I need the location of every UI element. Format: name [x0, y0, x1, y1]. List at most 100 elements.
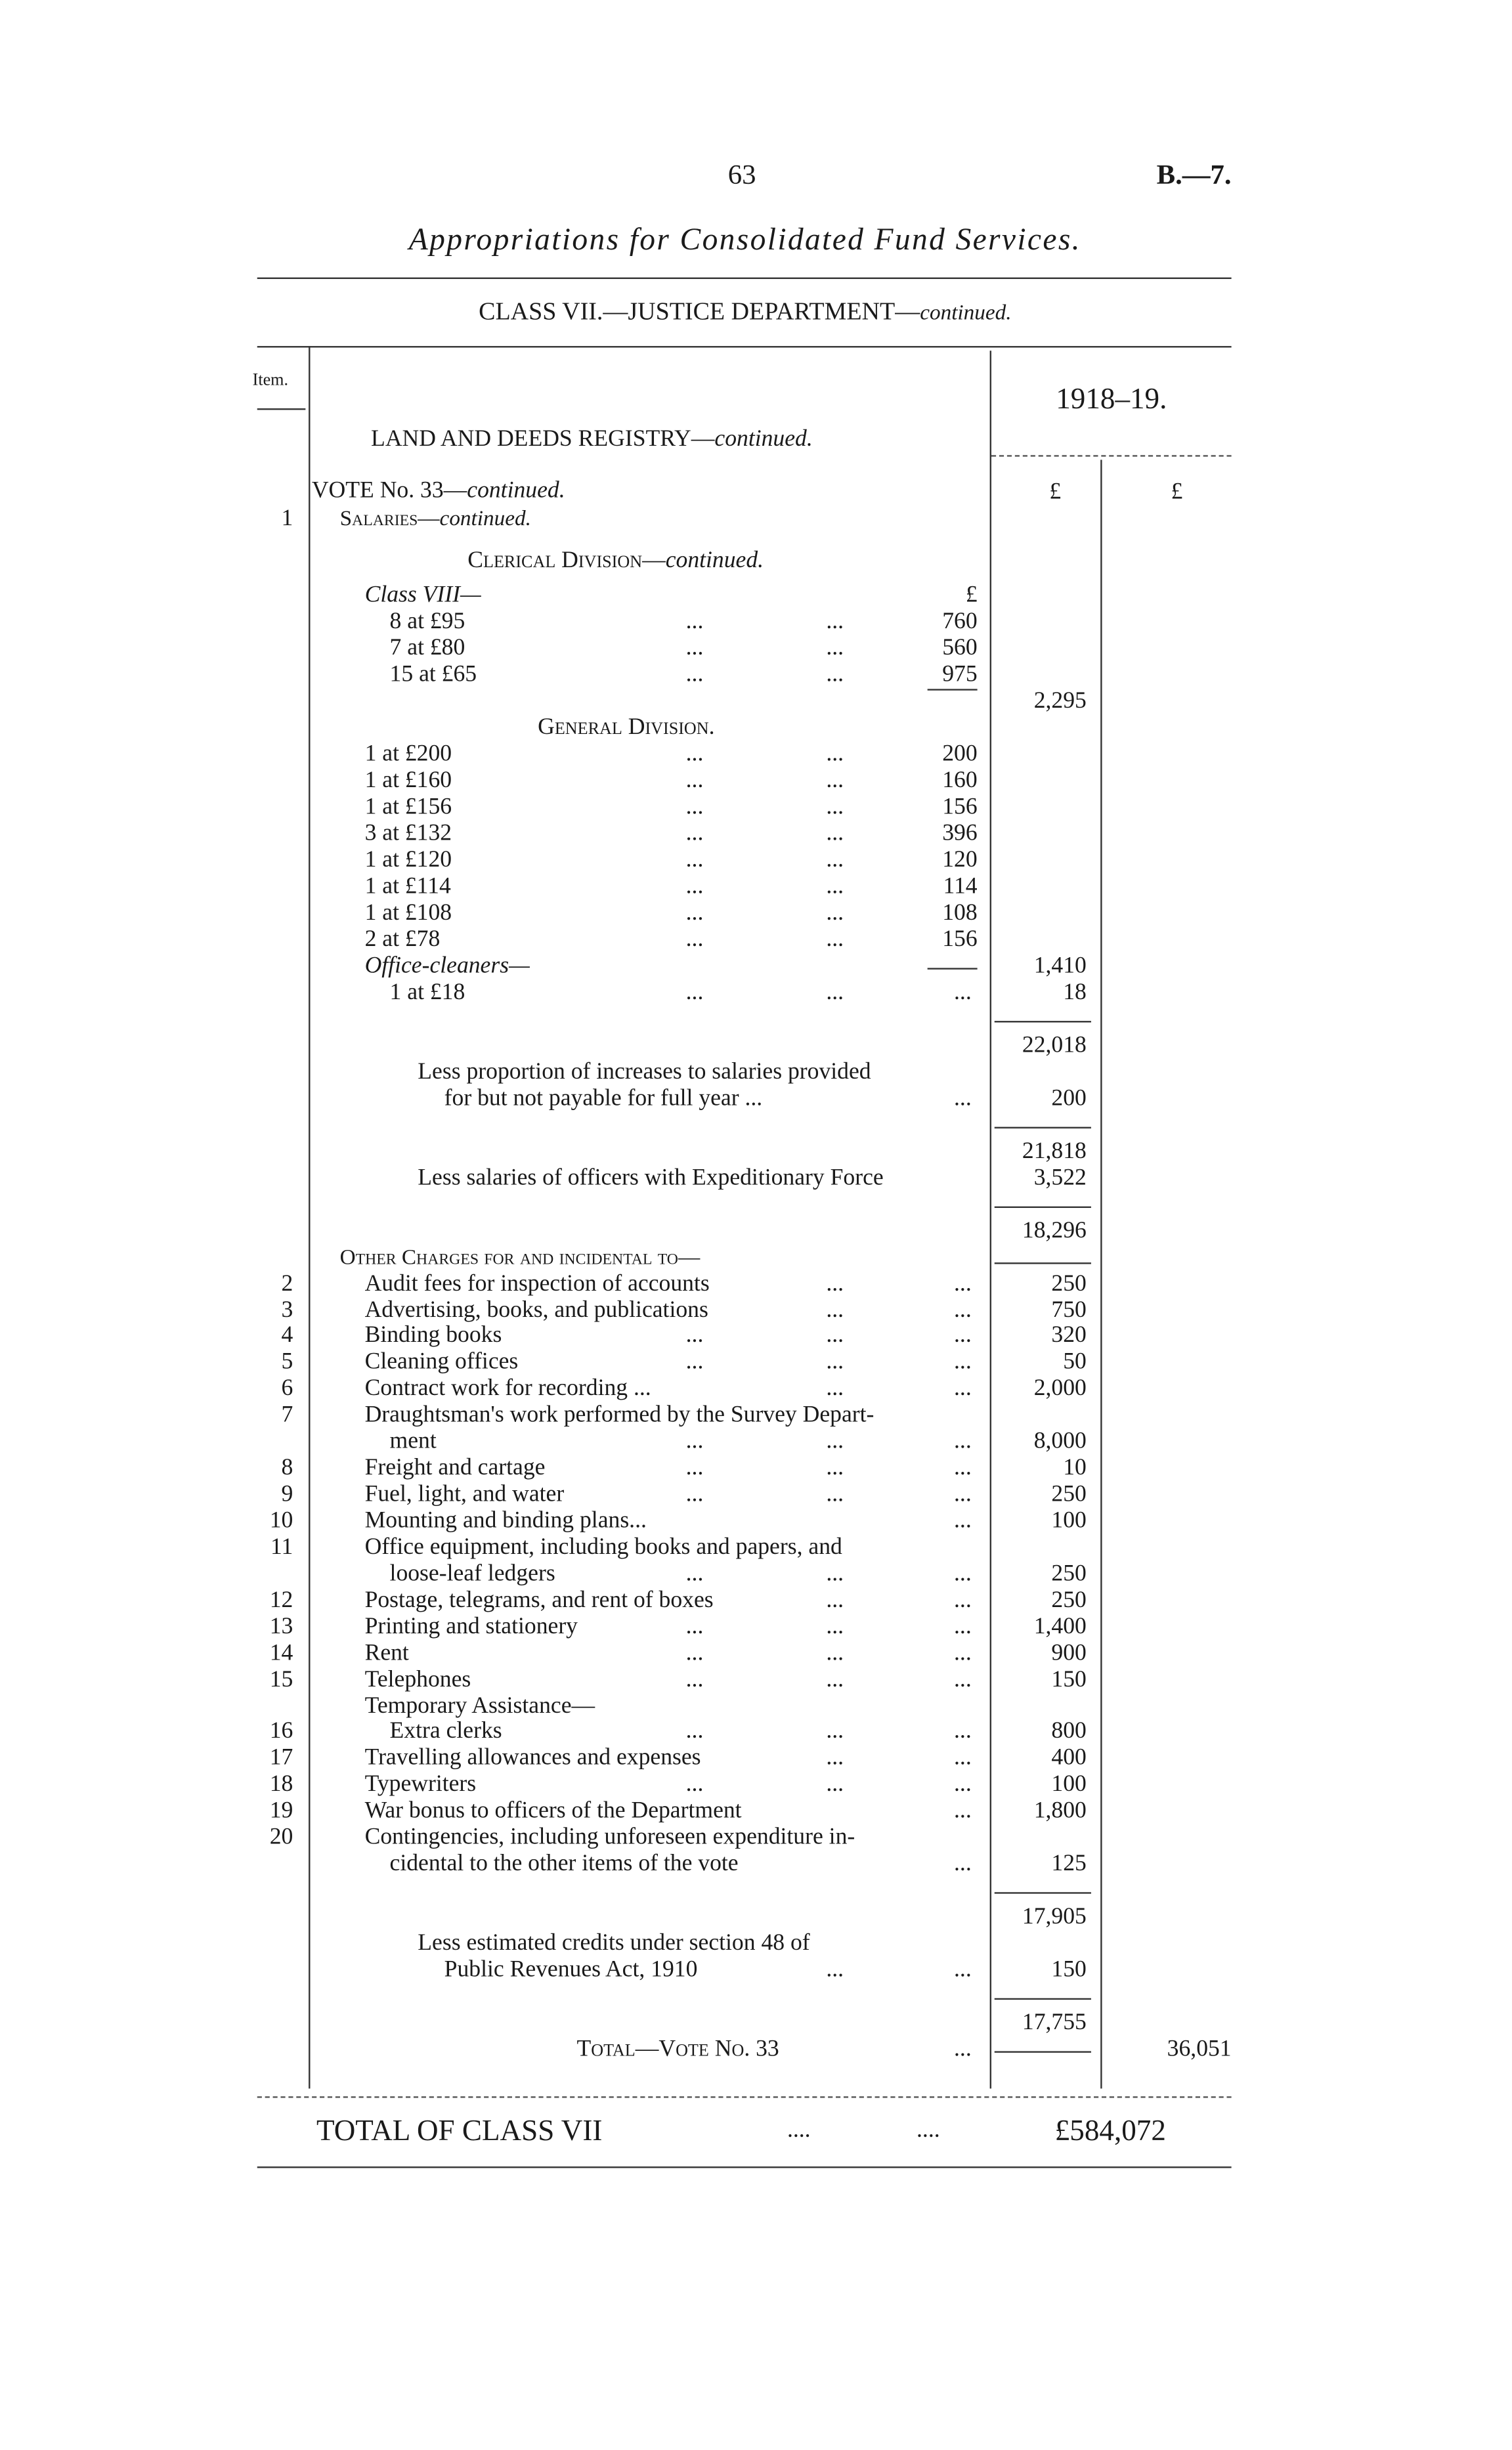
leader-dots: ...: [685, 742, 704, 767]
leader-dots: ...: [685, 662, 704, 688]
row-description: Temporary Assistance—: [364, 1694, 595, 1719]
leader-dots: ...: [685, 1614, 704, 1640]
leader-dots: ...: [685, 768, 704, 794]
sum-rule: [927, 968, 978, 970]
leader-dots: ...: [826, 609, 844, 635]
leader-dots: ...: [685, 1772, 704, 1797]
item-number: 10: [269, 1509, 293, 1534]
leader-dots: ...: [826, 1323, 844, 1348]
row-description: Draughtsman's work performed by the Surv…: [364, 1402, 875, 1428]
leader-dots: ...: [685, 794, 704, 820]
leader-dots: ...: [826, 1641, 844, 1667]
amount: 1,410: [1033, 954, 1087, 979]
item-number: 12: [269, 1588, 293, 1614]
sum-rule: [994, 1127, 1091, 1128]
row-description: VOTE No. 33—continued.: [311, 478, 565, 504]
row-description: 2 at £78: [364, 927, 441, 953]
leader-dots: ...: [954, 1667, 972, 1693]
item-number: 8: [281, 1455, 293, 1481]
row-description: Binding books: [364, 1323, 502, 1348]
amount: 320: [1051, 1323, 1087, 1348]
page-title: Appropriations for Consolidated Fund Ser…: [408, 223, 1081, 257]
amount: 18: [1063, 980, 1087, 1006]
sub-amount: £: [965, 582, 978, 608]
leader-dots: ...: [954, 1323, 972, 1348]
row-description: General Division.: [538, 715, 715, 741]
amount: 17,755: [1022, 2010, 1087, 2036]
leader-dots: ...: [685, 980, 704, 1006]
amount: 400: [1051, 1746, 1087, 1771]
amount: 125: [1051, 1851, 1087, 1877]
page-number: 63: [727, 159, 756, 190]
leader-dots: ...: [954, 1957, 972, 1983]
leader-dots: ...: [826, 821, 844, 847]
leader-dots: ...: [685, 1323, 704, 1348]
item-number: 15: [269, 1667, 293, 1693]
amount: 250: [1051, 1272, 1087, 1297]
leader-dots: ....: [787, 2118, 811, 2143]
amount: 2,295: [1033, 689, 1087, 714]
row-description: 1 at £18: [389, 980, 465, 1006]
section-heading: LAND AND DEEDS REGISTRY—continued.: [371, 427, 813, 454]
class-total-label: TOTAL OF CLASS VII: [316, 2115, 603, 2148]
amount: 8,000: [1033, 1429, 1087, 1455]
row-description: Office-cleaners—: [364, 954, 530, 979]
currency-header-1: £: [1049, 480, 1062, 505]
row-description: Audit fees for inspection of accounts: [364, 1272, 710, 1297]
amount: 3,522: [1033, 1165, 1087, 1191]
leader-dots: ...: [826, 1482, 844, 1507]
leader-dots: ...: [685, 1429, 704, 1455]
class-total-amount: £584,072: [1054, 2115, 1166, 2148]
leader-dots: ...: [685, 1350, 704, 1375]
leader-dots: ...: [954, 1455, 972, 1481]
row-description: Fuel, light, and water: [364, 1482, 565, 1507]
amount: 250: [1051, 1482, 1087, 1507]
leader-dots: ...: [685, 1719, 704, 1744]
row-description: Office equipment, including books and pa…: [364, 1535, 842, 1560]
leader-dots: ...: [826, 662, 844, 688]
item-number: 1: [281, 506, 293, 532]
row-description: Total—Vote No. 33: [576, 2037, 779, 2063]
leader-dots: ...: [685, 609, 704, 635]
amount: 800: [1051, 1719, 1087, 1744]
row-description: Contingencies, including unforeseen expe…: [364, 1825, 855, 1851]
amount: 22,018: [1022, 1033, 1087, 1059]
amount: 250: [1051, 1561, 1087, 1587]
sub-amount: 200: [942, 742, 978, 767]
leader-dots: ...: [685, 1561, 704, 1587]
divider: [257, 2096, 1232, 2098]
amount: 2,000: [1033, 1376, 1087, 1402]
row-description: Salaries—continued.: [339, 507, 531, 532]
sub-amount: 120: [942, 848, 978, 873]
amount: 200: [1051, 1086, 1087, 1111]
leader-dots: ...: [954, 1429, 972, 1455]
row-description: 3 at £132: [364, 821, 452, 847]
amount: 17,905: [1022, 1904, 1087, 1930]
leader-dots: ...: [954, 1719, 972, 1744]
leader-dots: ...: [826, 1588, 844, 1614]
row-description: Less estimated credits under section 48 …: [418, 1931, 810, 1956]
amount: 1,800: [1033, 1798, 1087, 1824]
row-description: 1 at £200: [364, 742, 452, 767]
sum-rule: [994, 1998, 1091, 2000]
divider: [257, 277, 1232, 279]
leader-dots: ...: [685, 1482, 704, 1507]
leader-dots: ...: [826, 1957, 844, 1983]
leader-dots: ...: [826, 1561, 844, 1587]
leader-dots: ...: [954, 1482, 972, 1507]
item-number: 6: [281, 1376, 293, 1402]
row-description: Cleaning offices: [364, 1350, 519, 1375]
column-rule: [989, 351, 991, 2089]
leader-dots: ...: [826, 1298, 844, 1323]
item-number: 9: [281, 1482, 293, 1507]
leader-dots: ...: [826, 794, 844, 820]
leader-dots: ...: [826, 1746, 844, 1771]
leader-dots: ...: [826, 980, 844, 1006]
vote-total-amount: 36,051: [1167, 2037, 1232, 2063]
sum-rule: [994, 1892, 1091, 1894]
divider: [257, 346, 1232, 348]
currency-header-2: £: [1171, 480, 1183, 505]
leader-dots: ....: [917, 2118, 940, 2143]
row-description: Less salaries of officers with Expeditio…: [418, 1165, 884, 1191]
leader-dots: ...: [685, 848, 704, 873]
